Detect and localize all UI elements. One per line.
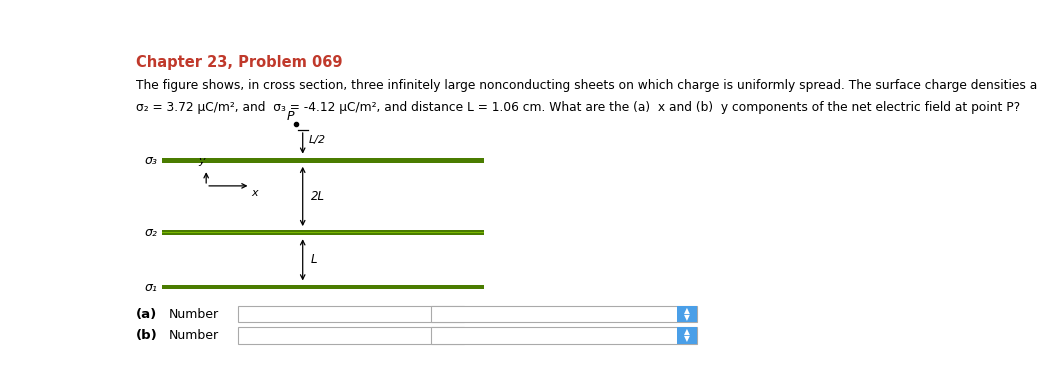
FancyBboxPatch shape — [677, 306, 696, 323]
Text: Units: Units — [407, 308, 439, 321]
Bar — [162, 285, 484, 289]
Bar — [162, 233, 484, 235]
Text: ▲: ▲ — [684, 306, 690, 315]
Bar — [162, 230, 484, 235]
Bar — [162, 158, 484, 160]
Text: σ₁: σ₁ — [145, 281, 158, 294]
Bar — [162, 161, 484, 162]
Text: L/2: L/2 — [309, 135, 326, 145]
FancyBboxPatch shape — [239, 327, 464, 344]
Text: (a): (a) — [136, 308, 158, 321]
Bar — [162, 288, 484, 289]
FancyBboxPatch shape — [432, 327, 696, 344]
Bar — [162, 160, 484, 161]
Bar — [162, 230, 484, 231]
Text: (b): (b) — [136, 329, 158, 342]
Text: L: L — [310, 253, 318, 266]
Text: x: x — [251, 188, 257, 198]
Bar — [162, 287, 484, 289]
Bar — [162, 158, 484, 163]
Bar — [162, 285, 484, 287]
Bar — [162, 230, 484, 232]
FancyBboxPatch shape — [677, 327, 696, 344]
Text: σ₃: σ₃ — [145, 154, 158, 167]
Text: ▼: ▼ — [684, 313, 690, 322]
Text: 2L: 2L — [310, 190, 325, 203]
Text: Number: Number — [168, 308, 218, 321]
Text: The figure shows, in cross section, three infinitely large nonconducting sheets : The figure shows, in cross section, thre… — [136, 79, 1038, 92]
Bar — [162, 232, 484, 233]
Text: y: y — [198, 156, 204, 166]
Text: ▼: ▼ — [684, 334, 690, 343]
FancyBboxPatch shape — [239, 306, 464, 323]
Text: Units: Units — [407, 329, 439, 342]
Text: P: P — [286, 109, 294, 122]
Text: Chapter 23, Problem 069: Chapter 23, Problem 069 — [136, 54, 343, 70]
Text: σ₂ = 3.72 μC/m², and  σ₃ = -4.12 μC/m², and distance L = 1.06 cm. What are the (: σ₂ = 3.72 μC/m², and σ₃ = -4.12 μC/m², a… — [136, 102, 1020, 114]
Text: ▲: ▲ — [684, 327, 690, 336]
FancyBboxPatch shape — [432, 306, 696, 323]
Text: Number: Number — [168, 329, 218, 342]
Bar — [162, 232, 484, 233]
Bar — [162, 160, 484, 161]
Bar — [162, 161, 484, 163]
Text: σ₂: σ₂ — [145, 226, 158, 239]
